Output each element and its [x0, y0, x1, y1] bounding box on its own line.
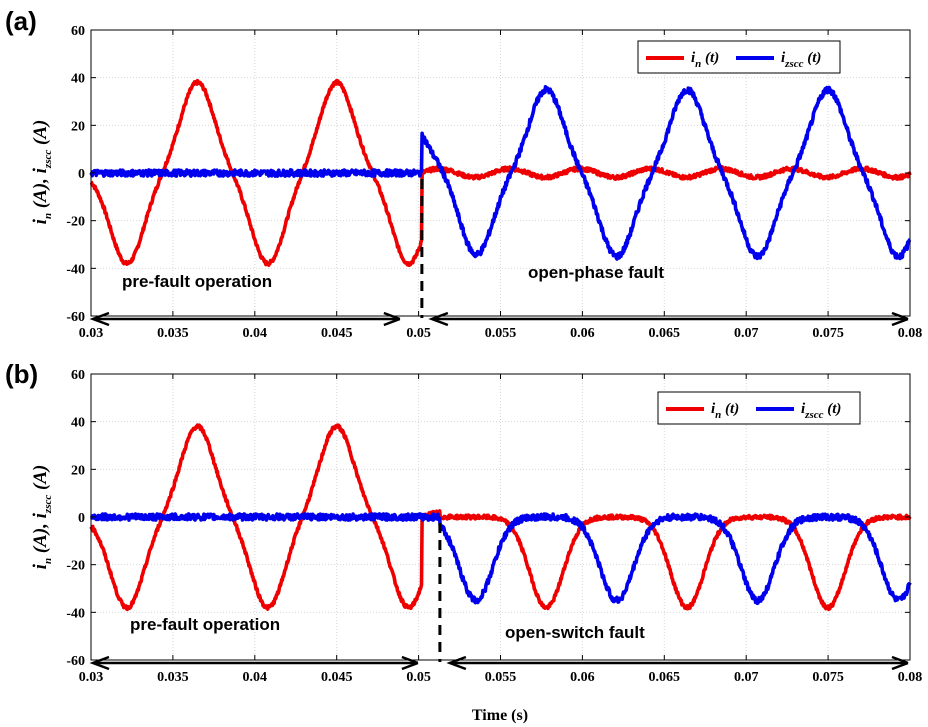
panel-b-legend: in (t) izscc (t)	[657, 391, 861, 425]
fault-arrow-head-left	[428, 311, 449, 327]
x-tick-label: 0.04	[243, 670, 268, 685]
panel-b-ticks: 0.03 0.035 0.04 0.045 0.05 0.055 0.06 0.065 0.07…	[66, 368, 922, 685]
y-tick-label: -20	[66, 559, 85, 574]
ylabel-part: (A), i	[30, 512, 51, 558]
y-tick-label: -40	[66, 606, 85, 621]
ylabel-part: i	[30, 218, 51, 224]
x-tick-label: 0.035	[157, 326, 189, 341]
x-tick-label: 0.065	[649, 670, 681, 685]
x-tick-label: 0.055	[485, 670, 517, 685]
panel-a-label: (a)	[5, 6, 37, 36]
ylabel-sub: n	[42, 558, 54, 564]
y-tick-label: 60	[71, 24, 85, 39]
x-tick-label: 0.065	[649, 326, 681, 341]
panel-a-ylabel: in (A), izscc (A)	[30, 120, 54, 225]
panel-a-ticks: 0.03 0.035 0.04 0.045 0.05 0.055 0.06 0.065 0.07…	[66, 24, 922, 341]
legend-label-izscc: izscc (t)	[801, 401, 841, 421]
ylabel-sub: zscc	[42, 150, 54, 169]
legend-label-in: in (t)	[711, 401, 739, 421]
y-tick-label: 60	[71, 368, 85, 383]
x-tick-label: 0.05	[406, 670, 431, 685]
x-tick-label: 0.08	[898, 670, 923, 685]
y-tick-label: -60	[66, 654, 85, 669]
x-tick-label: 0.075	[812, 326, 844, 341]
prefault-arrow-head-left	[89, 655, 110, 671]
y-tick-label: 40	[71, 72, 85, 87]
prefault-arrow-head-left	[89, 311, 110, 327]
ylabel-sub: zscc	[42, 495, 54, 514]
panel-a-series	[89, 78, 912, 267]
panel-b-xlabel: Time (s)	[472, 707, 528, 724]
x-tick-label: 0.07	[734, 326, 759, 341]
panel-a-annotation-fault: open-phase fault	[528, 263, 664, 282]
series-in-line	[89, 78, 912, 267]
y-tick-label: 0	[78, 511, 85, 526]
x-tick-label: 0.035	[157, 670, 189, 685]
panel-a-legend: in (t) izscc (t)	[637, 40, 841, 74]
panel-a-annotation-prefault: pre-fault operation	[122, 272, 272, 291]
panel-b-annotation-prefault: pre-fault operation	[130, 615, 280, 634]
panel-a-arrows	[89, 179, 909, 327]
x-tick-label: 0.06	[570, 670, 595, 685]
x-tick-label: 0.055	[485, 326, 517, 341]
series-izscc-line	[89, 512, 912, 606]
y-tick-label: 0	[78, 167, 85, 182]
ylabel-part: (A), i	[30, 167, 51, 213]
panel-b: (b) in (A), izscc (A) pre-fault operatio…	[5, 359, 922, 724]
ylabel-part: (A)	[30, 120, 51, 150]
ylabel-part: (A)	[30, 465, 51, 495]
legend-label-izscc: izscc (t)	[781, 50, 821, 70]
y-tick-label: -60	[66, 310, 85, 325]
panel-b-label: (b)	[5, 359, 38, 389]
panel-b-ylabel: in (A), izscc (A)	[30, 465, 54, 570]
y-tick-label: -20	[66, 215, 85, 230]
x-tick-label: 0.08	[898, 326, 923, 341]
x-tick-label: 0.05	[406, 326, 431, 341]
series-izscc-line	[89, 85, 912, 261]
ylabel-part: i	[30, 563, 51, 569]
panel-b-series	[89, 423, 912, 612]
x-tick-label: 0.075	[812, 670, 844, 685]
x-tick-label: 0.07	[734, 670, 759, 685]
panel-a: (a) in (A), izscc (A) pre-fault operatio…	[5, 6, 922, 341]
legend-label-in: in (t)	[691, 50, 719, 70]
x-tick-label: 0.03	[79, 326, 104, 341]
y-tick-label: 20	[71, 463, 85, 478]
ylabel-sub: n	[42, 213, 54, 219]
x-tick-label: 0.045	[321, 670, 353, 685]
y-tick-label: 20	[71, 119, 85, 134]
y-tick-label: 40	[71, 416, 85, 431]
x-tick-label: 0.045	[321, 326, 353, 341]
x-tick-label: 0.04	[243, 326, 268, 341]
x-tick-label: 0.03	[79, 670, 104, 685]
fault-arrow-head-left	[446, 655, 467, 671]
series-in-line	[89, 423, 912, 612]
panel-b-arrows	[89, 523, 909, 671]
y-tick-label: -40	[66, 262, 85, 277]
x-tick-label: 0.06	[570, 326, 595, 341]
panel-b-annotation-fault: open-switch fault	[505, 623, 645, 642]
